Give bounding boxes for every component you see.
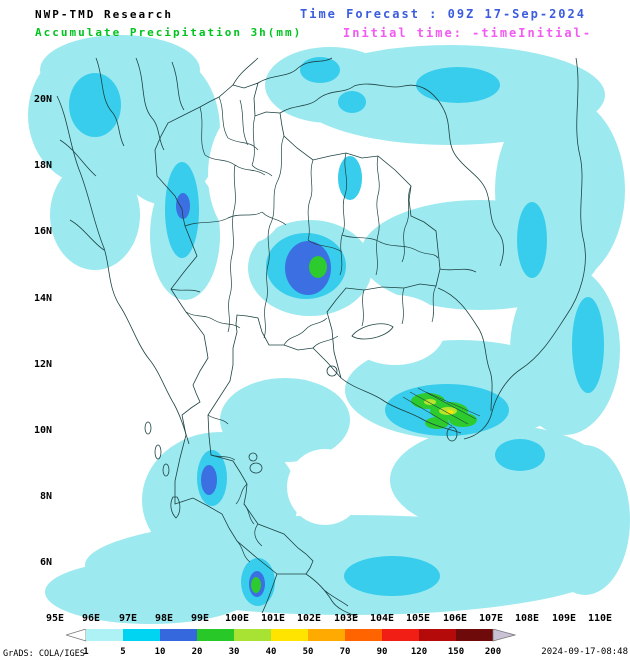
lon-tick-label: 100E (224, 613, 250, 624)
province-lines (170, 96, 439, 563)
legend-value-label: 150 (448, 647, 464, 657)
forecast-time-label: Time Forecast : 09Z 17-Sep-2024 (300, 7, 586, 21)
andaman-islet-3 (162, 463, 170, 477)
vietnam-coastline (463, 57, 586, 440)
lon-tick-label: 97E (118, 613, 138, 624)
andaman-islet-1 (144, 421, 152, 435)
legend-value-label: 120 (411, 647, 427, 657)
colorbar-svg: 1 5 10 20 30 40 50 70 90 120 150 200 (64, 628, 517, 657)
colorbar-below-min-arrow (64, 628, 87, 642)
lat-tick-label: 10N (33, 425, 52, 436)
product-title: NWP-TMD Research (35, 8, 173, 21)
lat-tick-label: 6N (39, 557, 52, 568)
lon-tick-label: 99E (190, 613, 210, 624)
rain-cluster-hatch-lines (402, 387, 481, 427)
andaman-islet-2 (154, 444, 162, 460)
initial-time-label: Initial time: -timeInitial- (343, 26, 593, 40)
legend-value-label: 10 (155, 647, 166, 657)
lon-tick-label: 103E (333, 613, 359, 624)
koh-chang-island (326, 365, 338, 377)
lon-tick-label: 96E (81, 613, 101, 624)
legend-color-box (123, 629, 160, 641)
lon-tick-label: 102E (296, 613, 322, 624)
phuket-island (170, 496, 181, 519)
grads-credit: GrADS: COLA/IGES (3, 649, 85, 659)
precip-shading-layer (28, 35, 630, 624)
precip-level-1-5mm (28, 35, 630, 624)
colorbar-above-max-arrow (492, 628, 517, 642)
province-borders (170, 96, 481, 563)
lon-tick-label: 105E (405, 613, 431, 624)
malaysia-border (261, 573, 359, 618)
lon-tick-label: 109E (551, 613, 577, 624)
samui-island (249, 462, 263, 474)
lon-tick-label: 98E (154, 613, 174, 624)
lon-tick-label: 108E (514, 613, 540, 624)
legend-color-box (160, 629, 197, 641)
legend-color-box (234, 629, 271, 641)
legend-value-label: 40 (266, 647, 277, 657)
myanmar-coastline (56, 95, 190, 445)
cambodia-vietnam-border (437, 287, 493, 412)
myanmar-inland-lines (59, 57, 185, 251)
legend-value-label: 1 (83, 647, 88, 657)
lon-tick-label: 110E (587, 613, 613, 624)
legend-color-box (271, 629, 308, 641)
lon-tick-label: 104E (369, 613, 395, 624)
legend-color-box (197, 629, 234, 641)
lon-tick-label: 106E (442, 613, 468, 624)
lon-tick-label: 95E (45, 613, 65, 624)
north-borders (232, 57, 355, 114)
legend-color-box (456, 629, 493, 641)
legend-value-label: 90 (377, 647, 388, 657)
legend-color-box (419, 629, 456, 641)
lat-tick-label: 14N (33, 293, 52, 304)
legend-value-label: 70 (340, 647, 351, 657)
tonle-sap-lake (351, 323, 394, 340)
legend-value-label: 30 (229, 647, 240, 657)
cambodia-coastline (340, 377, 462, 434)
legend-value-label: 5 (120, 647, 125, 657)
lat-tick-label: 18N (33, 160, 52, 171)
legend-value-label: 20 (192, 647, 203, 657)
legend-color-box (345, 629, 382, 641)
laos-vietnam-border (353, 83, 504, 273)
phu-quoc-island (446, 426, 458, 442)
legend-color-box (308, 629, 345, 641)
lat-tick-label: 16N (33, 226, 52, 237)
lat-tick-label: 8N (39, 491, 52, 502)
legend-color-box (382, 629, 419, 641)
render-timestamp: 2024-09-17-08:48 (541, 647, 628, 657)
country-borders (56, 57, 586, 618)
precip-level-40-50mm (446, 410, 454, 414)
lat-tick-label: 20N (33, 94, 52, 105)
variable-label: Accumulate Precipitation 3h(mm) (35, 26, 303, 39)
lat-tick-label: 12N (33, 359, 52, 370)
lon-tick-label: 107E (478, 613, 504, 624)
legend-color-box (86, 629, 123, 641)
precip-dry-gaps (208, 107, 445, 525)
phangan-island (248, 452, 258, 462)
precip-colorbar: 1 5 10 20 30 40 50 70 90 120 150 200 (64, 628, 606, 659)
lon-tick-label: 101E (260, 613, 286, 624)
legend-value-label: 200 (485, 647, 501, 657)
legend-value-label: 50 (303, 647, 314, 657)
